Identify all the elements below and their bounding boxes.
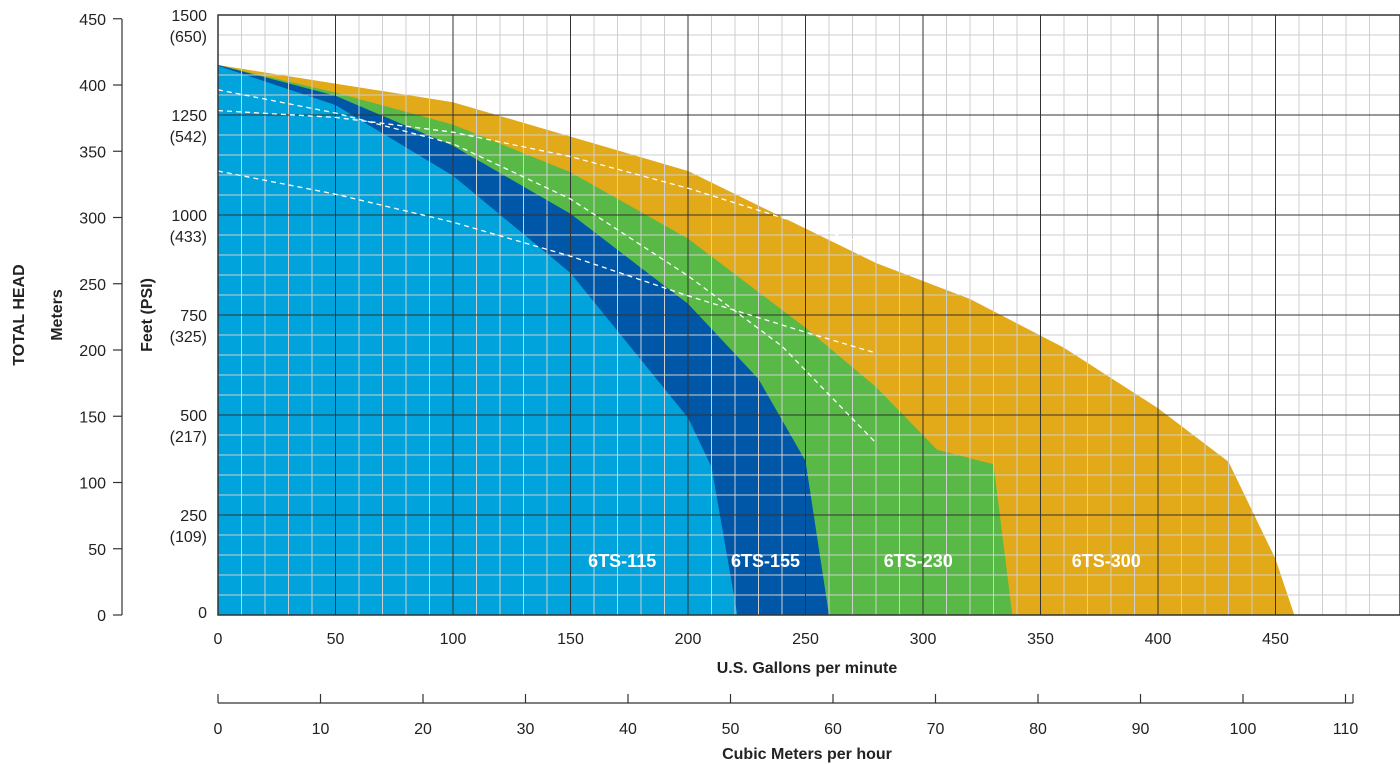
meters-tick-label: 100 <box>79 476 106 493</box>
series-label-6ts-230: 6TS-230 <box>884 551 953 571</box>
meters-tick-label: 250 <box>79 277 106 294</box>
feet-tick-label: 750 <box>180 308 207 325</box>
meters-tick-label: 0 <box>97 608 106 625</box>
x-tick-label: 50 <box>327 631 345 648</box>
x-tick-label: 0 <box>214 631 223 648</box>
meters-tick-label: 450 <box>79 12 106 29</box>
feet-axis: 1500 (650) 1250 (542) 1000 (433) 750 (325) 500 (2… <box>170 8 207 622</box>
psi-tick-label: (109) <box>170 529 207 546</box>
x-tick-label: 200 <box>675 631 702 648</box>
psi-tick-label: (325) <box>170 329 207 346</box>
x-tick-label: 250 <box>792 631 819 648</box>
psi-tick-label: (650) <box>170 29 207 46</box>
cubic-meters-tick-label: 0 <box>214 721 223 738</box>
x-tick-label: 300 <box>910 631 937 648</box>
cubic-meters-tick-label: 30 <box>517 721 535 738</box>
x-axis-title-gpm: U.S. Gallons per minute <box>717 660 898 677</box>
dashed-efficiency-curves <box>217 89 877 444</box>
x-tick-label: 350 <box>1027 631 1054 648</box>
x-axis-cubic-meters: 0 10 20 30 40 50 60 70 80 90 100 110 <box>214 694 1359 738</box>
feet-tick-label: 0 <box>198 605 207 622</box>
cubic-meters-tick-label: 110 <box>1333 721 1359 738</box>
cubic-meters-tick-label: 90 <box>1132 721 1150 738</box>
area-series-6ts-115 <box>218 65 738 616</box>
x-axis-title-cubic-meters: Cubic Meters per hour <box>722 746 892 763</box>
cubic-meters-tick-label: 60 <box>824 721 842 738</box>
series-areas <box>218 65 1295 616</box>
y-axis-title-meters: Meters <box>49 289 66 341</box>
dashed-curve-3 <box>217 170 877 354</box>
meters-tick-label: 350 <box>79 144 106 161</box>
meters-tick-label: 50 <box>88 542 106 559</box>
feet-tick-label: 1250 <box>171 108 207 125</box>
series-label-6ts-115: 6TS-115 <box>588 551 656 571</box>
psi-tick-label: (433) <box>170 229 207 246</box>
cubic-meters-tick-label: 10 <box>312 721 330 738</box>
dashed-curve-1 <box>217 89 877 444</box>
meters-tick-label: 300 <box>79 211 106 228</box>
meters-tick-label: 400 <box>79 78 106 95</box>
x-tick-label: 150 <box>557 631 584 648</box>
feet-tick-label: 250 <box>180 508 207 525</box>
meters-tick-label: 200 <box>79 343 106 360</box>
x-tick-label: 450 <box>1262 631 1289 648</box>
dashed-curve-2 <box>217 109 877 248</box>
plot-frame <box>217 14 1400 616</box>
x-tick-label: 100 <box>440 631 467 648</box>
cubic-meters-tick-label: 70 <box>927 721 945 738</box>
x-tick-label: 400 <box>1145 631 1172 648</box>
feet-tick-label: 1500 <box>171 8 207 25</box>
feet-tick-label: 500 <box>180 408 207 425</box>
x-axis-gpm: 0 50 100 150 200 250 300 350 400 450 <box>214 631 1289 648</box>
series-labels: 6TS-300 6TS-230 6TS-155 6TS-115 <box>588 551 1141 571</box>
major-grid <box>218 15 1400 615</box>
y-axis-title-total-head: TOTAL HEAD <box>11 264 28 365</box>
cubic-meters-tick-label: 80 <box>1029 721 1047 738</box>
cubic-meters-tick-label: 50 <box>722 721 740 738</box>
psi-tick-label: (217) <box>170 429 207 446</box>
cubic-meters-tick-label: 40 <box>619 721 637 738</box>
meters-tick-label: 150 <box>79 409 106 426</box>
feet-tick-label: 1000 <box>171 208 207 225</box>
series-label-6ts-155: 6TS-155 <box>731 551 800 571</box>
cubic-meters-tick-label: 100 <box>1230 721 1257 738</box>
y-axis-title-feet: Feet (PSI) <box>139 278 156 352</box>
psi-tick-label: (542) <box>170 129 207 146</box>
meters-axis: 450 400 350 300 250 200 150 100 50 0 <box>79 12 123 625</box>
cubic-meters-tick-label: 20 <box>414 721 432 738</box>
series-label-6ts-300: 6TS-300 <box>1072 551 1141 571</box>
